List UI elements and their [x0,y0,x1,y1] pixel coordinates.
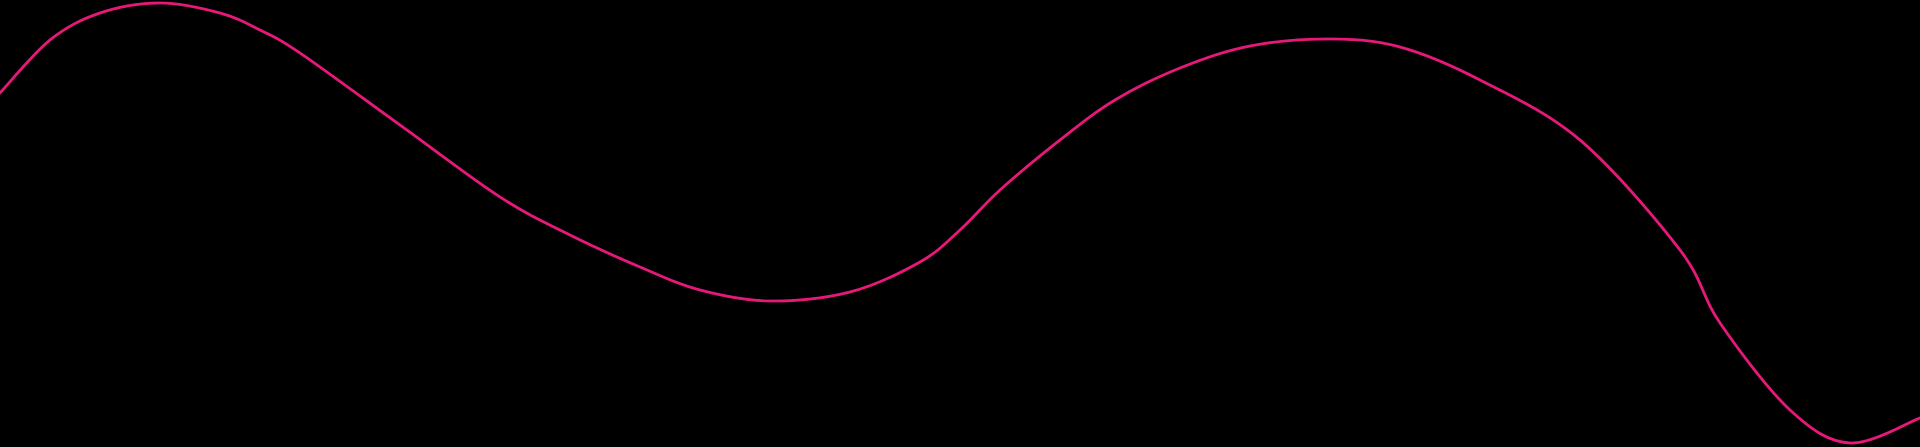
wave-curve-path [0,1,1920,445]
black-canvas [0,1,1920,445]
wave-chart [0,1,1920,445]
